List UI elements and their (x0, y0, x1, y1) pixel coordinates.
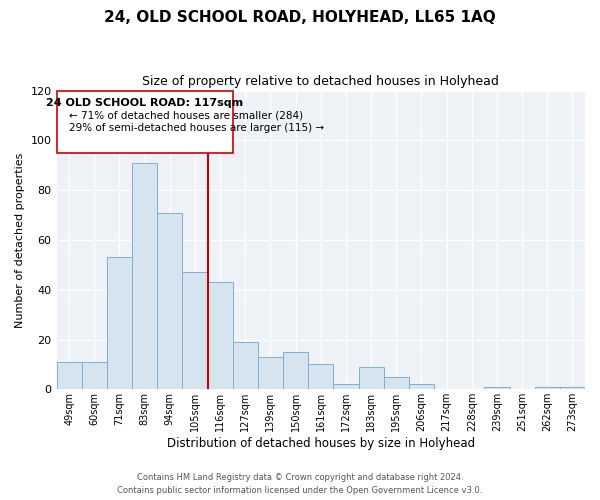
Bar (535, 387, 560, 390)
Text: Contains HM Land Registry data © Crown copyright and database right 2024.
Contai: Contains HM Land Registry data © Crown c… (118, 474, 482, 495)
X-axis label: Distribution of detached houses by size in Holyhead: Distribution of detached houses by size … (167, 437, 475, 450)
Bar (383, 377, 409, 390)
Bar (82, 362, 107, 390)
Bar (308, 364, 334, 390)
Text: 29% of semi-detached houses are larger (115) →: 29% of semi-detached houses are larger (… (69, 123, 324, 133)
Bar (560, 387, 585, 390)
Bar (283, 352, 308, 390)
Text: 24 OLD SCHOOL ROAD: 117sqm: 24 OLD SCHOOL ROAD: 117sqm (46, 98, 243, 108)
Bar (182, 272, 208, 390)
Bar (258, 357, 283, 390)
Bar (334, 384, 359, 390)
Bar (107, 258, 132, 390)
Bar (233, 342, 258, 390)
Y-axis label: Number of detached properties: Number of detached properties (15, 152, 25, 328)
Bar (132, 163, 157, 390)
Title: Size of property relative to detached houses in Holyhead: Size of property relative to detached ho… (142, 75, 499, 88)
Text: 24, OLD SCHOOL ROAD, HOLYHEAD, LL65 1AQ: 24, OLD SCHOOL ROAD, HOLYHEAD, LL65 1AQ (104, 10, 496, 25)
Bar (56, 90, 233, 153)
Bar (56, 362, 82, 390)
Bar (157, 212, 182, 390)
Bar (208, 282, 233, 390)
Bar (409, 384, 434, 390)
Bar (484, 387, 509, 390)
Bar (359, 367, 383, 390)
Text: ← 71% of detached houses are smaller (284): ← 71% of detached houses are smaller (28… (69, 110, 303, 120)
